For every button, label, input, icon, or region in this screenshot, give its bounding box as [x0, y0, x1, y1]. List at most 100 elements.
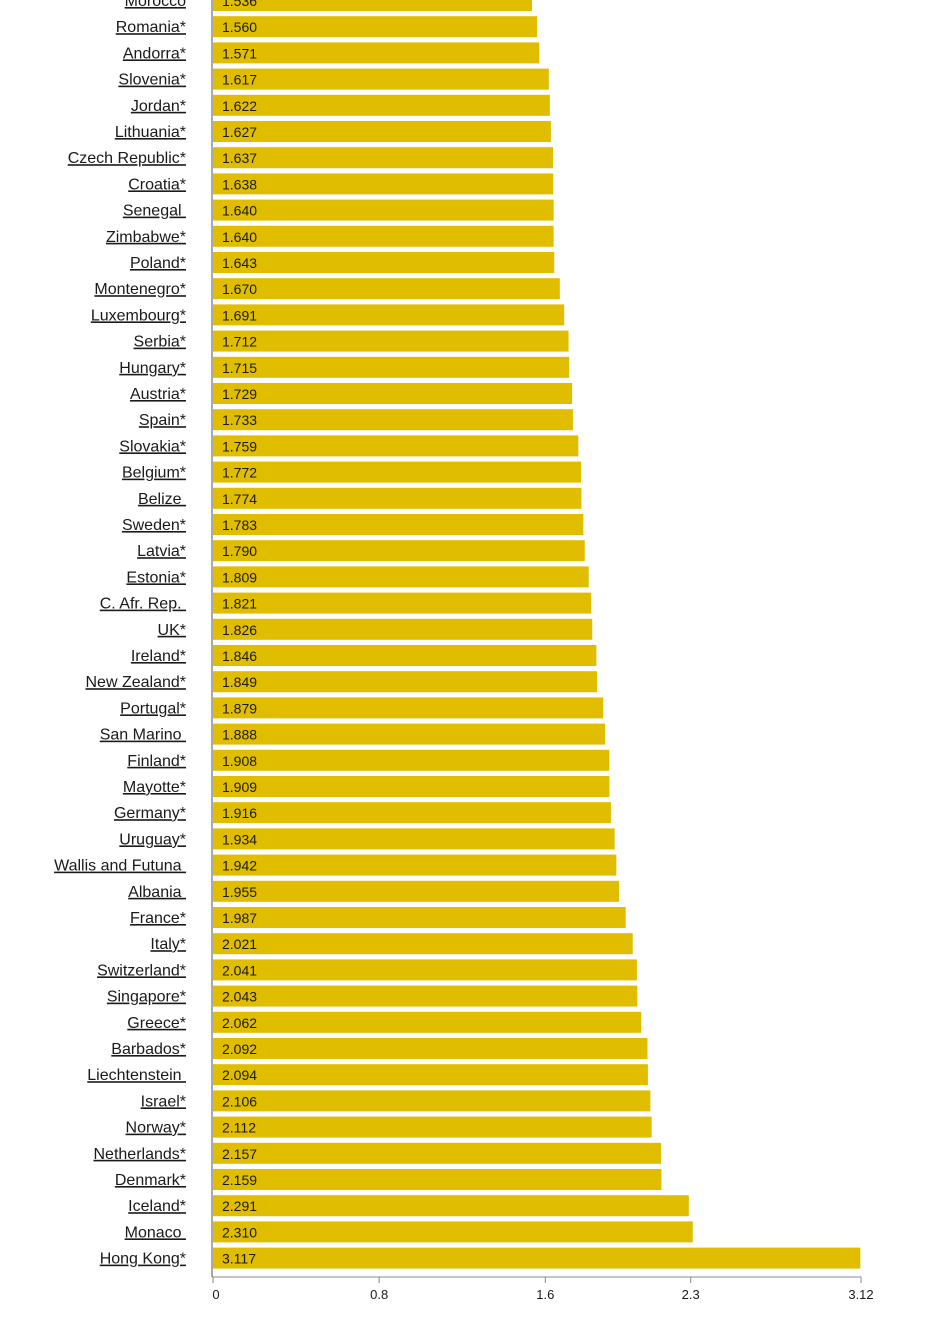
bar-belize [213, 487, 582, 509]
category-link-israel[interactable]: Israel* [141, 1093, 186, 1110]
bar-estonia [213, 566, 589, 588]
category-link-estonia[interactable]: Estonia* [126, 569, 186, 586]
category-link-andorra[interactable]: Andorra* [123, 45, 186, 62]
bar-portugal [213, 697, 604, 719]
category-link-france[interactable]: France* [130, 910, 186, 927]
bar-serbia [213, 330, 569, 352]
category-link-iceland[interactable]: Iceland* [128, 1198, 186, 1215]
category-link-hungary[interactable]: Hungary* [119, 360, 186, 377]
value-label-latvia: 1.790 [222, 543, 257, 559]
category-link-san-marino[interactable]: San Marino [100, 727, 186, 744]
bar-monaco [213, 1221, 693, 1243]
category-link-hong-kong[interactable]: Hong Kong* [100, 1251, 186, 1268]
bar-greece [213, 1011, 642, 1033]
category-link-czech-republic[interactable]: Czech Republic* [68, 150, 186, 167]
value-label-portugal: 1.879 [222, 700, 257, 716]
bar-norway [213, 1116, 652, 1138]
category-link-switzerland[interactable]: Switzerland* [97, 962, 186, 979]
category-link-slovenia[interactable]: Slovenia* [118, 72, 186, 89]
bar-luxembourg [213, 304, 565, 326]
category-link-belgium[interactable]: Belgium* [122, 465, 186, 482]
category-link-austria[interactable]: Austria* [130, 386, 186, 403]
value-label-barbados: 2.092 [222, 1041, 257, 1057]
category-link-slovakia[interactable]: Slovakia* [119, 438, 186, 455]
category-link-italy[interactable]: Italy* [150, 936, 186, 953]
bar-uk [213, 618, 593, 640]
category-link-belize[interactable]: Belize [138, 491, 186, 508]
value-label-netherlands: 2.157 [222, 1146, 257, 1162]
value-label-new-zealand: 1.849 [222, 674, 257, 690]
value-label-wallis-and-futuna: 1.942 [222, 858, 257, 874]
value-label-greece: 2.062 [222, 1015, 257, 1031]
bar-montenegro [213, 278, 560, 300]
bar-albania [213, 880, 620, 902]
category-link-serbia[interactable]: Serbia* [134, 334, 186, 351]
category-link-sweden[interactable]: Sweden* [122, 517, 186, 534]
category-link-greece[interactable]: Greece* [127, 1015, 186, 1032]
category-link-new-zealand[interactable]: New Zealand* [86, 674, 187, 691]
category-link-albania[interactable]: Albania [128, 884, 186, 901]
bar-c-afr-rep [213, 592, 592, 614]
bar-italy [213, 933, 633, 955]
category-link-montenegro[interactable]: Montenegro* [94, 281, 186, 298]
category-link-jordan[interactable]: Jordan* [131, 98, 186, 115]
category-link-lithuania[interactable]: Lithuania* [115, 124, 186, 141]
value-label-c-afr-rep: 1.821 [222, 596, 257, 612]
category-link-senegal[interactable]: Senegal [123, 203, 186, 220]
category-link-portugal[interactable]: Portugal* [120, 700, 186, 717]
value-label-serbia: 1.712 [222, 334, 257, 350]
category-link-spain[interactable]: Spain* [139, 412, 186, 429]
x-tick-label: 0 [212, 1287, 219, 1302]
category-link-netherlands[interactable]: Netherlands* [94, 1146, 187, 1163]
bar-switzerland [213, 959, 637, 981]
bar-san-marino [213, 723, 606, 745]
category-link-poland[interactable]: Poland* [130, 255, 186, 272]
category-link-mayotte[interactable]: Mayotte* [123, 779, 186, 796]
value-label-slovakia: 1.759 [222, 438, 257, 454]
bar-israel [213, 1090, 651, 1112]
category-link-zimbabwe[interactable]: Zimbabwe* [106, 229, 186, 246]
value-label-iceland: 2.291 [222, 1198, 257, 1214]
category-link-c-afr-rep[interactable]: C. Afr. Rep. [100, 596, 186, 613]
bar-uruguay [213, 828, 615, 850]
bar-singapore [213, 985, 638, 1007]
x-tick-label: 0.8 [370, 1287, 388, 1302]
bar-romania [213, 16, 537, 38]
value-label-hungary: 1.715 [222, 360, 257, 376]
value-label-spain: 1.733 [222, 412, 257, 428]
category-link-denmark[interactable]: Denmark* [115, 1172, 186, 1189]
value-label-albania: 1.955 [222, 884, 257, 900]
category-link-romania[interactable]: Romania* [116, 19, 186, 36]
category-link-wallis-and-futuna[interactable]: Wallis and Futuna [54, 858, 186, 875]
value-label-finland: 1.908 [222, 753, 257, 769]
bar-austria [213, 383, 573, 404]
category-link-uruguay[interactable]: Uruguay* [119, 831, 186, 848]
bar-new-zealand [213, 671, 598, 693]
bar-czech-republic [213, 147, 553, 169]
category-link-ireland[interactable]: Ireland* [131, 648, 186, 665]
value-label-ireland: 1.846 [222, 648, 257, 664]
value-label-monaco: 2.310 [222, 1224, 257, 1240]
category-link-liechtenstein[interactable]: Liechtenstein [87, 1067, 186, 1084]
value-label-romania: 1.560 [222, 19, 257, 35]
category-link-morocco[interactable]: Morocco [125, 0, 186, 10]
bar-hong-kong [213, 1247, 861, 1269]
bar-sweden [213, 514, 584, 535]
category-link-barbados[interactable]: Barbados* [111, 1041, 186, 1058]
category-link-luxembourg[interactable]: Luxembourg* [91, 307, 186, 324]
value-label-andorra: 1.571 [222, 45, 257, 61]
value-label-uruguay: 1.934 [222, 831, 257, 847]
bar-barbados [213, 1038, 648, 1059]
category-link-germany[interactable]: Germany* [114, 805, 186, 822]
category-link-norway[interactable]: Norway* [126, 1120, 186, 1137]
category-link-croatia[interactable]: Croatia* [128, 176, 186, 193]
value-label-singapore: 2.043 [222, 989, 257, 1005]
category-link-finland[interactable]: Finland* [127, 753, 186, 770]
category-link-monaco[interactable]: Monaco [125, 1224, 186, 1241]
value-label-morocco: 1.536 [222, 0, 257, 9]
bar-finland [213, 749, 610, 771]
category-link-singapore[interactable]: Singapore* [107, 989, 186, 1006]
category-link-latvia[interactable]: Latvia* [137, 543, 186, 560]
bar-mayotte [213, 776, 610, 797]
category-link-uk[interactable]: UK* [158, 622, 186, 639]
